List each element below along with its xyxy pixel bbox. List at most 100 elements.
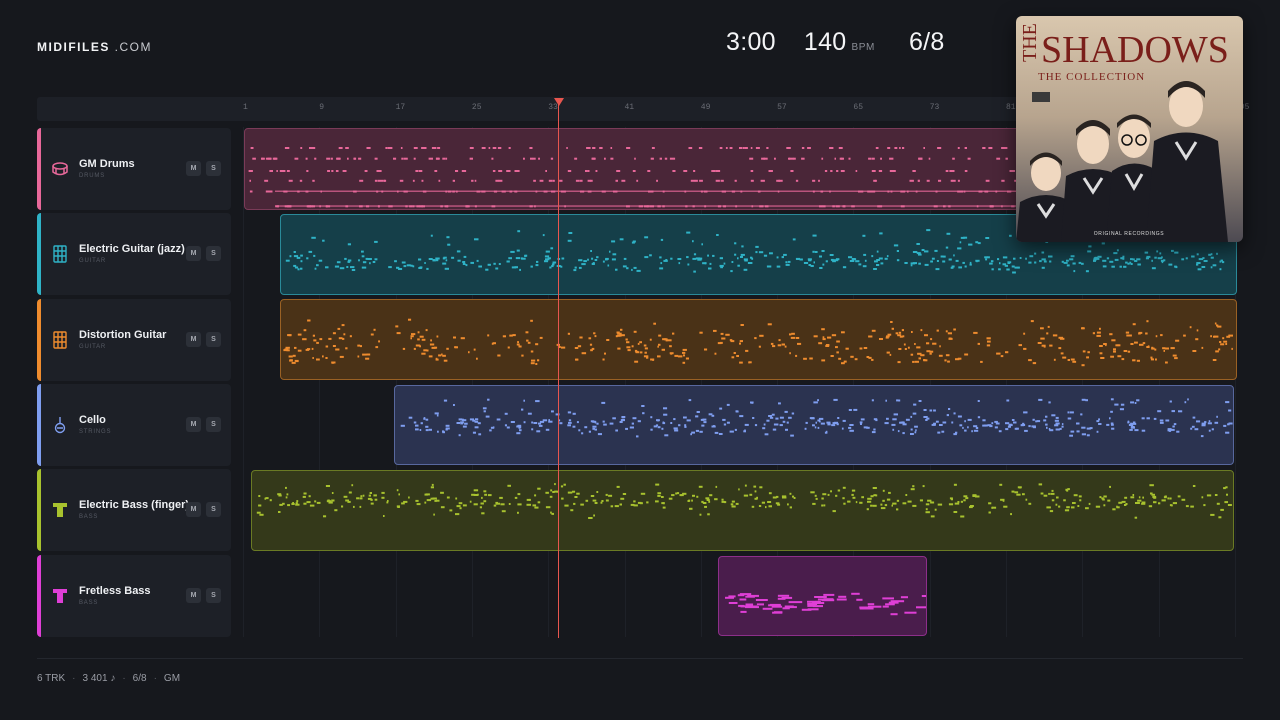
midi-note [474, 426, 479, 429]
mute-button[interactable]: M [186, 417, 201, 432]
solo-button[interactable]: S [206, 417, 221, 432]
midi-note [342, 170, 347, 172]
midi-note [581, 352, 587, 355]
midi-note [576, 358, 579, 361]
midi-note [1206, 494, 1212, 497]
midi-note [642, 412, 645, 415]
midi-note [813, 401, 818, 404]
track-header-gm-drums[interactable]: GM Drums DRUMS M S [37, 128, 231, 210]
midi-note [948, 337, 953, 340]
midi-note [1018, 344, 1022, 347]
midi-note [656, 419, 660, 422]
playhead-handle[interactable] [554, 98, 564, 106]
midi-note [294, 346, 297, 349]
midi-note [579, 336, 583, 339]
midi-note [1146, 255, 1151, 258]
midi-note [880, 157, 882, 160]
midi-note [415, 424, 419, 427]
midi-note [625, 338, 628, 341]
midi-note [919, 499, 923, 502]
midi-note [453, 404, 455, 406]
brand-logo[interactable]: MIDIFILES .COM [37, 40, 152, 54]
midi-note [792, 157, 796, 160]
midi-note [827, 423, 831, 426]
solo-button[interactable]: S [206, 588, 221, 603]
solo-button[interactable]: S [206, 332, 221, 347]
midi-note [369, 492, 372, 494]
album-cover: THE SHADOWS THE COLLECTION [1016, 16, 1243, 242]
midi-note [591, 263, 595, 265]
midi-note [709, 494, 713, 497]
mute-button[interactable]: M [186, 502, 201, 517]
midi-note [310, 147, 314, 149]
midi-note [929, 409, 933, 412]
midi-note [740, 256, 743, 258]
midi-clip-electric-bass-finger[interactable] [251, 470, 1234, 551]
midi-note [673, 418, 676, 421]
midi-clip-cello[interactable] [394, 385, 1234, 465]
mute-button[interactable]: M [186, 588, 201, 603]
mute-button[interactable]: M [186, 161, 201, 176]
track-header-cello[interactable]: Cello STRINGS M S [37, 384, 231, 466]
midi-note [1039, 260, 1042, 263]
midi-note [702, 502, 707, 504]
midi-note [258, 495, 261, 497]
midi-note [945, 330, 948, 333]
midi-note [567, 491, 573, 494]
track-header-distortion-guitar[interactable]: Distortion Guitar GUITAR M S [37, 299, 231, 381]
midi-note [526, 498, 531, 501]
midi-note [425, 425, 429, 428]
solo-button[interactable]: S [206, 502, 221, 517]
midi-note [322, 355, 324, 358]
midi-note [416, 170, 418, 172]
midi-note [989, 425, 993, 428]
midi-note [1005, 157, 1008, 160]
midi-note [456, 422, 460, 424]
midi-note [1157, 257, 1162, 260]
midi-note [898, 399, 901, 402]
midi-note [285, 346, 290, 349]
solo-button[interactable]: S [206, 246, 221, 261]
midi-note [434, 499, 437, 502]
midi-note [946, 232, 951, 235]
track-header-electric-bass-finger[interactable]: Electric Bass (finger) BASS M S [37, 469, 231, 551]
midi-note [1214, 494, 1218, 496]
midi-note [1204, 421, 1207, 424]
midi-note [887, 333, 892, 336]
midi-note [987, 340, 991, 343]
midi-note [1167, 428, 1172, 431]
midi-note [899, 421, 902, 424]
midi-note [293, 255, 299, 258]
midi-note [1141, 502, 1146, 505]
mute-button[interactable]: M [186, 332, 201, 347]
track-header-fretless-bass[interactable]: Fretless Bass BASS M S [37, 555, 231, 637]
midi-note [928, 157, 931, 160]
midi-note [1226, 493, 1228, 496]
ruler-tick: 41 [624, 103, 635, 112]
midi-note [916, 606, 926, 609]
midi-note [517, 170, 520, 172]
midi-note [518, 426, 521, 429]
midi-clip-distortion-guitar[interactable] [280, 299, 1237, 380]
midi-clip-fretless-bass[interactable] [718, 556, 927, 636]
midi-note [437, 430, 439, 433]
mute-button[interactable]: M [186, 246, 201, 261]
midi-note [362, 261, 367, 264]
midi-note [309, 504, 315, 507]
midi-note [929, 352, 932, 355]
track-header-electric-guitar-jazz[interactable]: Electric Guitar (jazz) GUITAR M S [37, 213, 231, 295]
midi-note [478, 265, 482, 268]
midi-clip-gm-drums[interactable] [244, 128, 1044, 210]
midi-note [590, 250, 592, 252]
midi-note [457, 259, 461, 262]
midi-note [804, 427, 807, 430]
midi-note [925, 511, 930, 514]
midi-note [728, 595, 736, 598]
solo-button[interactable]: S [206, 161, 221, 176]
midi-note [826, 421, 831, 424]
midi-note [677, 355, 683, 358]
midi-note [532, 504, 537, 507]
midi-note [509, 334, 513, 337]
midi-note [768, 505, 772, 508]
playhead[interactable] [558, 104, 559, 638]
